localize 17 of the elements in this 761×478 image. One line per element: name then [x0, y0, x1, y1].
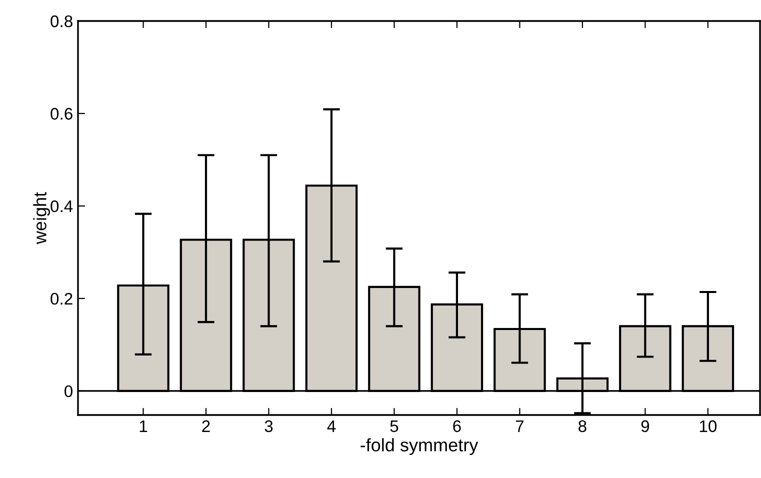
x-tick-label: 8: [578, 420, 586, 432]
x-tick-label: 10: [700, 420, 717, 432]
x-tick-label: 4: [327, 420, 336, 432]
y-tick-label: 0.6: [50, 108, 72, 120]
x-tick-label: 7: [516, 420, 524, 432]
x-tick-label: 6: [453, 420, 461, 432]
y-tick-label: 0.4: [50, 200, 73, 212]
y-tick-label: 0: [64, 385, 72, 398]
y-tick-label: 0.2: [50, 292, 72, 305]
x-tick-label: 9: [641, 420, 650, 432]
y-tick-label: 0.8: [50, 15, 72, 28]
x-tick-label: 3: [264, 420, 273, 432]
x-tick-label: 1: [140, 420, 148, 432]
x-tick-label: 2: [202, 420, 210, 432]
x-axis-title: -fold symmetry: [360, 438, 478, 456]
x-tick-label: 5: [390, 420, 398, 432]
y-axis-title: weight: [33, 192, 50, 244]
